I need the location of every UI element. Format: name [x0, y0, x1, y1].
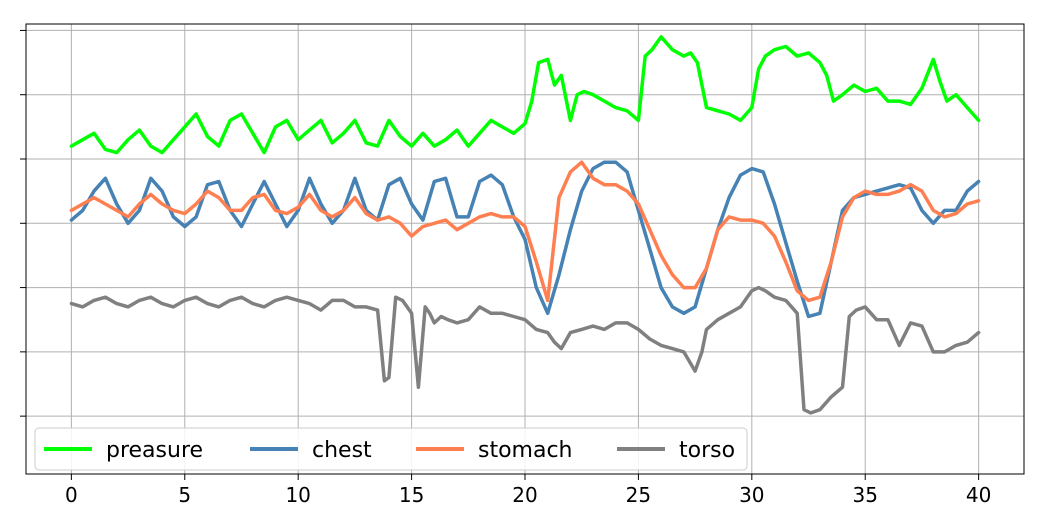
x-tick-label-7: 35 [853, 483, 878, 507]
x-tick-label-0: 0 [65, 483, 78, 507]
x-tick-label-1: 5 [178, 483, 191, 507]
grid-lines [26, 24, 1024, 474]
legend-label-torso: torso [679, 438, 735, 463]
legend: preasure chest stomach torso [34, 427, 748, 471]
x-tick-label-2: 10 [285, 483, 310, 507]
series-line-torso [69, 285, 981, 415]
x-tick-label-4: 20 [512, 483, 537, 507]
legend-label-preasure: preasure [106, 438, 203, 463]
series-line-stomach [69, 160, 981, 303]
legend-label-chest: chest [312, 438, 372, 463]
x-tick-label-5: 25 [626, 483, 651, 507]
legend-label-stomach: stomach [478, 438, 573, 463]
x-tick-label-6: 30 [739, 483, 764, 507]
x-tick-label-8: 40 [966, 483, 991, 507]
x-tick-label-3: 15 [399, 483, 424, 507]
legend-box [34, 427, 748, 471]
x-axis: 0 5 10 15 20 25 30 35 40 [20, 29, 991, 507]
series-line-preasure [69, 35, 981, 155]
series-lines [69, 35, 981, 415]
